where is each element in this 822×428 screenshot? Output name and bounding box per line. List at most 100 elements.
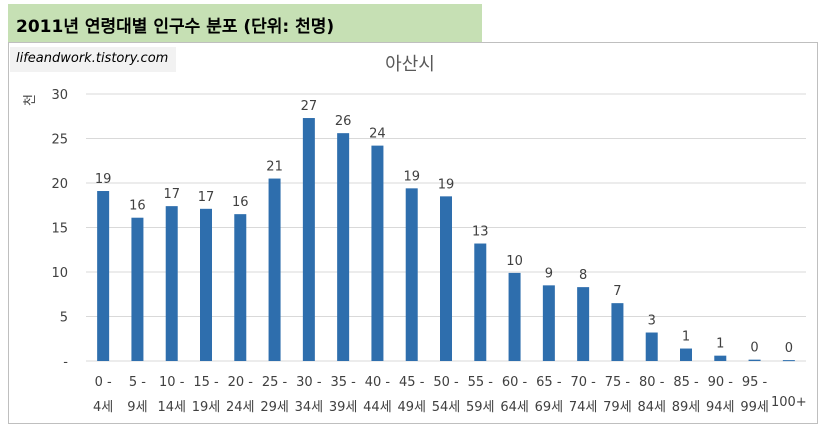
bar — [165, 206, 178, 361]
bar — [268, 178, 281, 361]
x-tick-label: 60 - — [502, 375, 528, 390]
x-tick-label: 70 - — [570, 375, 596, 390]
bar — [782, 360, 795, 362]
x-tick-label: 39세 — [329, 400, 358, 415]
data-label: 16 — [232, 195, 249, 210]
x-tick-label: 34세 — [295, 400, 324, 415]
x-tick-label: 95 - — [742, 375, 768, 390]
x-tick-label: 24세 — [226, 400, 255, 415]
data-label: 1 — [716, 337, 724, 352]
bar — [714, 355, 727, 361]
bar — [405, 188, 418, 361]
x-tick-label: 69세 — [535, 400, 564, 415]
data-label: 0 — [750, 341, 758, 356]
x-tick-label: 10 - — [159, 375, 185, 390]
x-tick-label: 40 - — [365, 375, 391, 390]
x-tick-label: 50 - — [433, 375, 459, 390]
x-tick-label: 85 - — [673, 375, 699, 390]
x-axis-labels: 0 - 4세 5 - 9세 10 - 14세 15 - 19세 20 - 24세 25 - 29세 30… — [93, 375, 807, 415]
page-title: 2011년 연령대별 인구수 분포 (단위: 천명) — [16, 17, 335, 37]
x-tick-label: 9세 — [127, 400, 147, 415]
bar — [337, 133, 350, 361]
page-header: 2011년 연령대별 인구수 분포 (단위: 천명) — [8, 4, 482, 42]
data-label: 21 — [266, 160, 283, 175]
bar — [131, 217, 144, 361]
x-tick-label: 49세 — [397, 400, 426, 415]
data-label: 19 — [95, 172, 112, 187]
data-label: 1 — [682, 330, 690, 345]
x-tick-label: 99세 — [740, 400, 769, 415]
y-axis-unit-label: 천 — [23, 94, 38, 106]
bar — [234, 214, 247, 361]
bar — [97, 191, 110, 361]
x-tick-label: 59세 — [466, 400, 495, 415]
x-tick-label: 44세 — [363, 400, 392, 415]
y-axis-ticks: - 5 10 15 20 25 30 — [51, 88, 68, 370]
x-tick-label: 15 - — [193, 375, 219, 390]
bar — [371, 145, 384, 361]
data-label: 8 — [579, 268, 587, 283]
x-tick-label: 80 - — [639, 375, 665, 390]
bar — [508, 272, 521, 361]
bar — [680, 348, 692, 361]
bar — [440, 196, 452, 361]
data-label: 19 — [438, 177, 455, 192]
x-tick-label: 35 - — [330, 375, 356, 390]
x-tick-label: 30 - — [296, 375, 322, 390]
x-tick-label: 19세 — [192, 400, 221, 415]
bar — [748, 359, 761, 361]
x-tick-label: 75 - — [605, 375, 631, 390]
data-label: 19 — [403, 169, 420, 184]
data-label: 17 — [198, 190, 215, 205]
x-tick-label: 5 - — [129, 375, 146, 390]
data-label: 10 — [506, 254, 523, 269]
y-tick-label: 15 — [51, 222, 68, 237]
y-tick-label: 10 — [51, 266, 68, 281]
y-tick-label: 20 — [51, 177, 68, 192]
data-label: 16 — [129, 199, 146, 214]
data-label: 3 — [648, 314, 656, 329]
bar — [200, 208, 212, 361]
x-tick-label: 100+ — [771, 395, 807, 410]
x-tick-label: 84세 — [637, 400, 666, 415]
data-label: 7 — [613, 284, 621, 299]
x-tick-label: 4세 — [93, 400, 113, 415]
x-tick-label: 54세 — [432, 400, 461, 415]
data-label: 27 — [301, 99, 318, 114]
watermark-text: lifeandwork.tistory.com — [16, 51, 169, 66]
bar — [542, 285, 555, 361]
bar — [611, 303, 624, 361]
x-tick-label: 45 - — [399, 375, 425, 390]
x-tick-label: 25 - — [262, 375, 288, 390]
x-tick-label: 29세 — [260, 400, 289, 415]
y-tick-label: 30 — [51, 88, 68, 103]
x-tick-label: 90 - — [708, 375, 734, 390]
x-tick-label: 64세 — [500, 400, 529, 415]
data-label: 17 — [163, 187, 180, 202]
x-tick-label: 0 - — [95, 375, 112, 390]
x-tick-label: 74세 — [569, 400, 598, 415]
data-label: 26 — [335, 114, 352, 129]
watermark: lifeandwork.tistory.com — [10, 47, 176, 72]
bar — [577, 287, 590, 361]
bar — [645, 332, 658, 361]
data-label: 24 — [369, 127, 386, 142]
y-tick-label: - — [63, 355, 68, 370]
bars — [97, 118, 795, 362]
data-label: 0 — [785, 341, 793, 356]
chart-title: 아산시 — [385, 54, 435, 75]
x-tick-label: 89세 — [672, 400, 701, 415]
x-tick-label: 55 - — [468, 375, 494, 390]
bar — [302, 118, 315, 361]
x-tick-label: 14세 — [157, 400, 186, 415]
x-tick-label: 79세 — [603, 400, 632, 415]
x-tick-label: 20 - — [228, 375, 254, 390]
data-label: 13 — [472, 225, 489, 240]
x-tick-label: 94세 — [706, 400, 735, 415]
y-tick-label: 5 — [60, 311, 68, 326]
y-tick-label: 25 — [51, 133, 68, 148]
data-label: 9 — [545, 266, 553, 281]
bar — [474, 243, 487, 361]
